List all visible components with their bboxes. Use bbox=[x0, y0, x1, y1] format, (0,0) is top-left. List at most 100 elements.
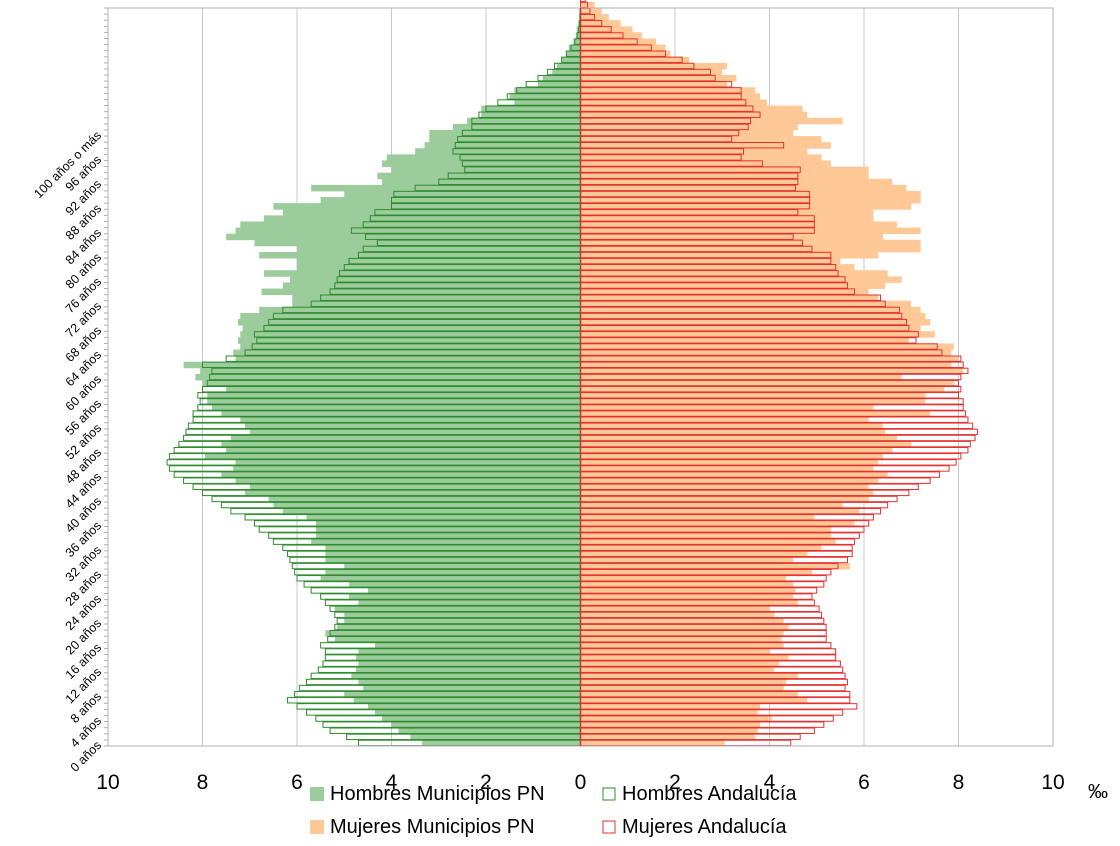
legend-label: Mujeres Municipios PN bbox=[330, 816, 535, 838]
bar-mujeres-pn bbox=[580, 294, 879, 302]
bar-hombres-pn bbox=[422, 739, 581, 747]
bar-mujeres-pn bbox=[580, 343, 954, 350]
bar-hombres-pn bbox=[249, 483, 581, 491]
bar-hombres-pn bbox=[566, 50, 581, 58]
bar-hombres-pn bbox=[429, 136, 581, 143]
bar-hombres-pn bbox=[424, 142, 581, 149]
bar-hombres-pn bbox=[297, 258, 581, 265]
bar-mujeres-pn bbox=[580, 477, 879, 485]
bar-mujeres-pn bbox=[580, 636, 782, 643]
bar-hombres-pn bbox=[207, 398, 581, 405]
bar-hombres-pn bbox=[249, 428, 581, 436]
bar-mujeres-pn bbox=[580, 593, 794, 601]
bar-mujeres-pn bbox=[580, 361, 952, 369]
bar-hombres-pn bbox=[195, 373, 581, 381]
bar-mujeres-pn bbox=[580, 666, 775, 674]
bar-mujeres-pn bbox=[580, 190, 921, 198]
bar-hombres-pn bbox=[344, 691, 581, 698]
bar-hombres-pn bbox=[259, 306, 581, 314]
bar-mujeres-pn bbox=[580, 373, 902, 381]
bar-mujeres-pn bbox=[580, 520, 855, 527]
bar-mujeres-pn bbox=[580, 258, 841, 265]
bar-mujeres-pn bbox=[580, 282, 886, 289]
bar-hombres-pn bbox=[382, 178, 581, 186]
bar-hombres-pn bbox=[245, 422, 581, 430]
legend-swatch bbox=[310, 787, 324, 801]
bar-mujeres-pn bbox=[580, 62, 727, 70]
bar-mujeres-pn bbox=[580, 87, 756, 94]
bar-mujeres-pn bbox=[580, 459, 879, 466]
bar-hombres-pn bbox=[221, 471, 581, 479]
bar-mujeres-pn bbox=[580, 239, 921, 247]
bar-mujeres-pn bbox=[580, 502, 843, 509]
bar-hombres-pn bbox=[226, 386, 581, 393]
bar-hombres-pn bbox=[382, 160, 581, 167]
bar-hombres-pn bbox=[325, 550, 581, 558]
bar-mujeres-pn bbox=[580, 398, 926, 405]
bar-mujeres-pn bbox=[580, 514, 815, 521]
bar-hombres-pn bbox=[556, 62, 581, 70]
bar-mujeres-pn bbox=[580, 270, 888, 277]
bar-hombres-pn bbox=[358, 648, 581, 655]
bar-hombres-pn bbox=[221, 441, 581, 448]
bar-mujeres-pn bbox=[580, 678, 787, 686]
bar-mujeres-pn bbox=[580, 178, 893, 186]
bar-mujeres-pn bbox=[580, 587, 796, 594]
bar-mujeres-pn bbox=[580, 581, 794, 588]
bar-hombres-pn bbox=[315, 520, 581, 527]
bar-mujeres-pn bbox=[580, 489, 874, 497]
bar-hombres-pn bbox=[374, 709, 581, 716]
bar-hombres-pn bbox=[282, 282, 581, 289]
bar-hombres-pn bbox=[200, 367, 581, 375]
bar-mujeres-pn bbox=[580, 227, 921, 235]
bar-mujeres-pn bbox=[580, 392, 926, 399]
bar-hombres-pn bbox=[240, 416, 581, 424]
bar-hombres-pn bbox=[356, 654, 581, 662]
bar-hombres-pn bbox=[367, 703, 581, 710]
bar-hombres-pn bbox=[391, 721, 581, 729]
bar-hombres-pn bbox=[367, 587, 581, 594]
bar-hombres-pn bbox=[240, 312, 581, 320]
x-tick-label: 6 bbox=[291, 771, 303, 794]
bar-hombres-pn bbox=[233, 349, 581, 357]
bar-mujeres-pn bbox=[580, 331, 935, 338]
bar-hombres-pn bbox=[325, 544, 581, 552]
x-tick-label: 4 bbox=[764, 771, 776, 794]
bar-mujeres-pn bbox=[580, 642, 784, 649]
bar-hombres-pn bbox=[306, 514, 581, 521]
bar-mujeres-pn bbox=[580, 739, 725, 747]
bar-hombres-pn bbox=[235, 355, 581, 363]
bar-mujeres-pn bbox=[580, 75, 737, 82]
bar-hombres-pn bbox=[311, 538, 581, 546]
bar-hombres-pn bbox=[292, 300, 581, 308]
bar-mujeres-pn bbox=[580, 319, 931, 326]
x-tick-label: 8 bbox=[953, 771, 965, 794]
bar-mujeres-pn bbox=[580, 172, 869, 180]
bar-mujeres-pn bbox=[580, 123, 798, 131]
bar-hombres-pn bbox=[235, 227, 581, 235]
bar-mujeres-pn bbox=[580, 703, 761, 710]
bar-mujeres-pn bbox=[580, 264, 855, 271]
bar-mujeres-pn bbox=[580, 215, 874, 222]
bar-mujeres-pn bbox=[580, 404, 874, 411]
bar-hombres-pn bbox=[573, 38, 581, 45]
bar-hombres-pn bbox=[561, 56, 581, 64]
bar-mujeres-pn bbox=[580, 20, 621, 27]
bar-mujeres-pn bbox=[580, 160, 831, 167]
bar-hombres-pn bbox=[481, 111, 581, 119]
bar-mujeres-pn bbox=[580, 428, 886, 436]
bar-mujeres-pn bbox=[580, 495, 869, 503]
bar-hombres-pn bbox=[514, 99, 581, 106]
bar-mujeres-pn bbox=[580, 111, 808, 119]
bar-mujeres-pn bbox=[580, 337, 909, 344]
bar-mujeres-pn bbox=[580, 575, 787, 582]
unit-label: ‰ bbox=[1088, 781, 1108, 803]
bar-hombres-pn bbox=[273, 203, 581, 210]
bar-hombres-pn bbox=[263, 215, 581, 222]
bar-hombres-pn bbox=[240, 331, 581, 338]
bar-mujeres-pn bbox=[580, 483, 869, 491]
bar-hombres-pn bbox=[348, 581, 581, 588]
bar-mujeres-pn bbox=[580, 50, 671, 58]
bar-mujeres-pn bbox=[580, 32, 642, 39]
